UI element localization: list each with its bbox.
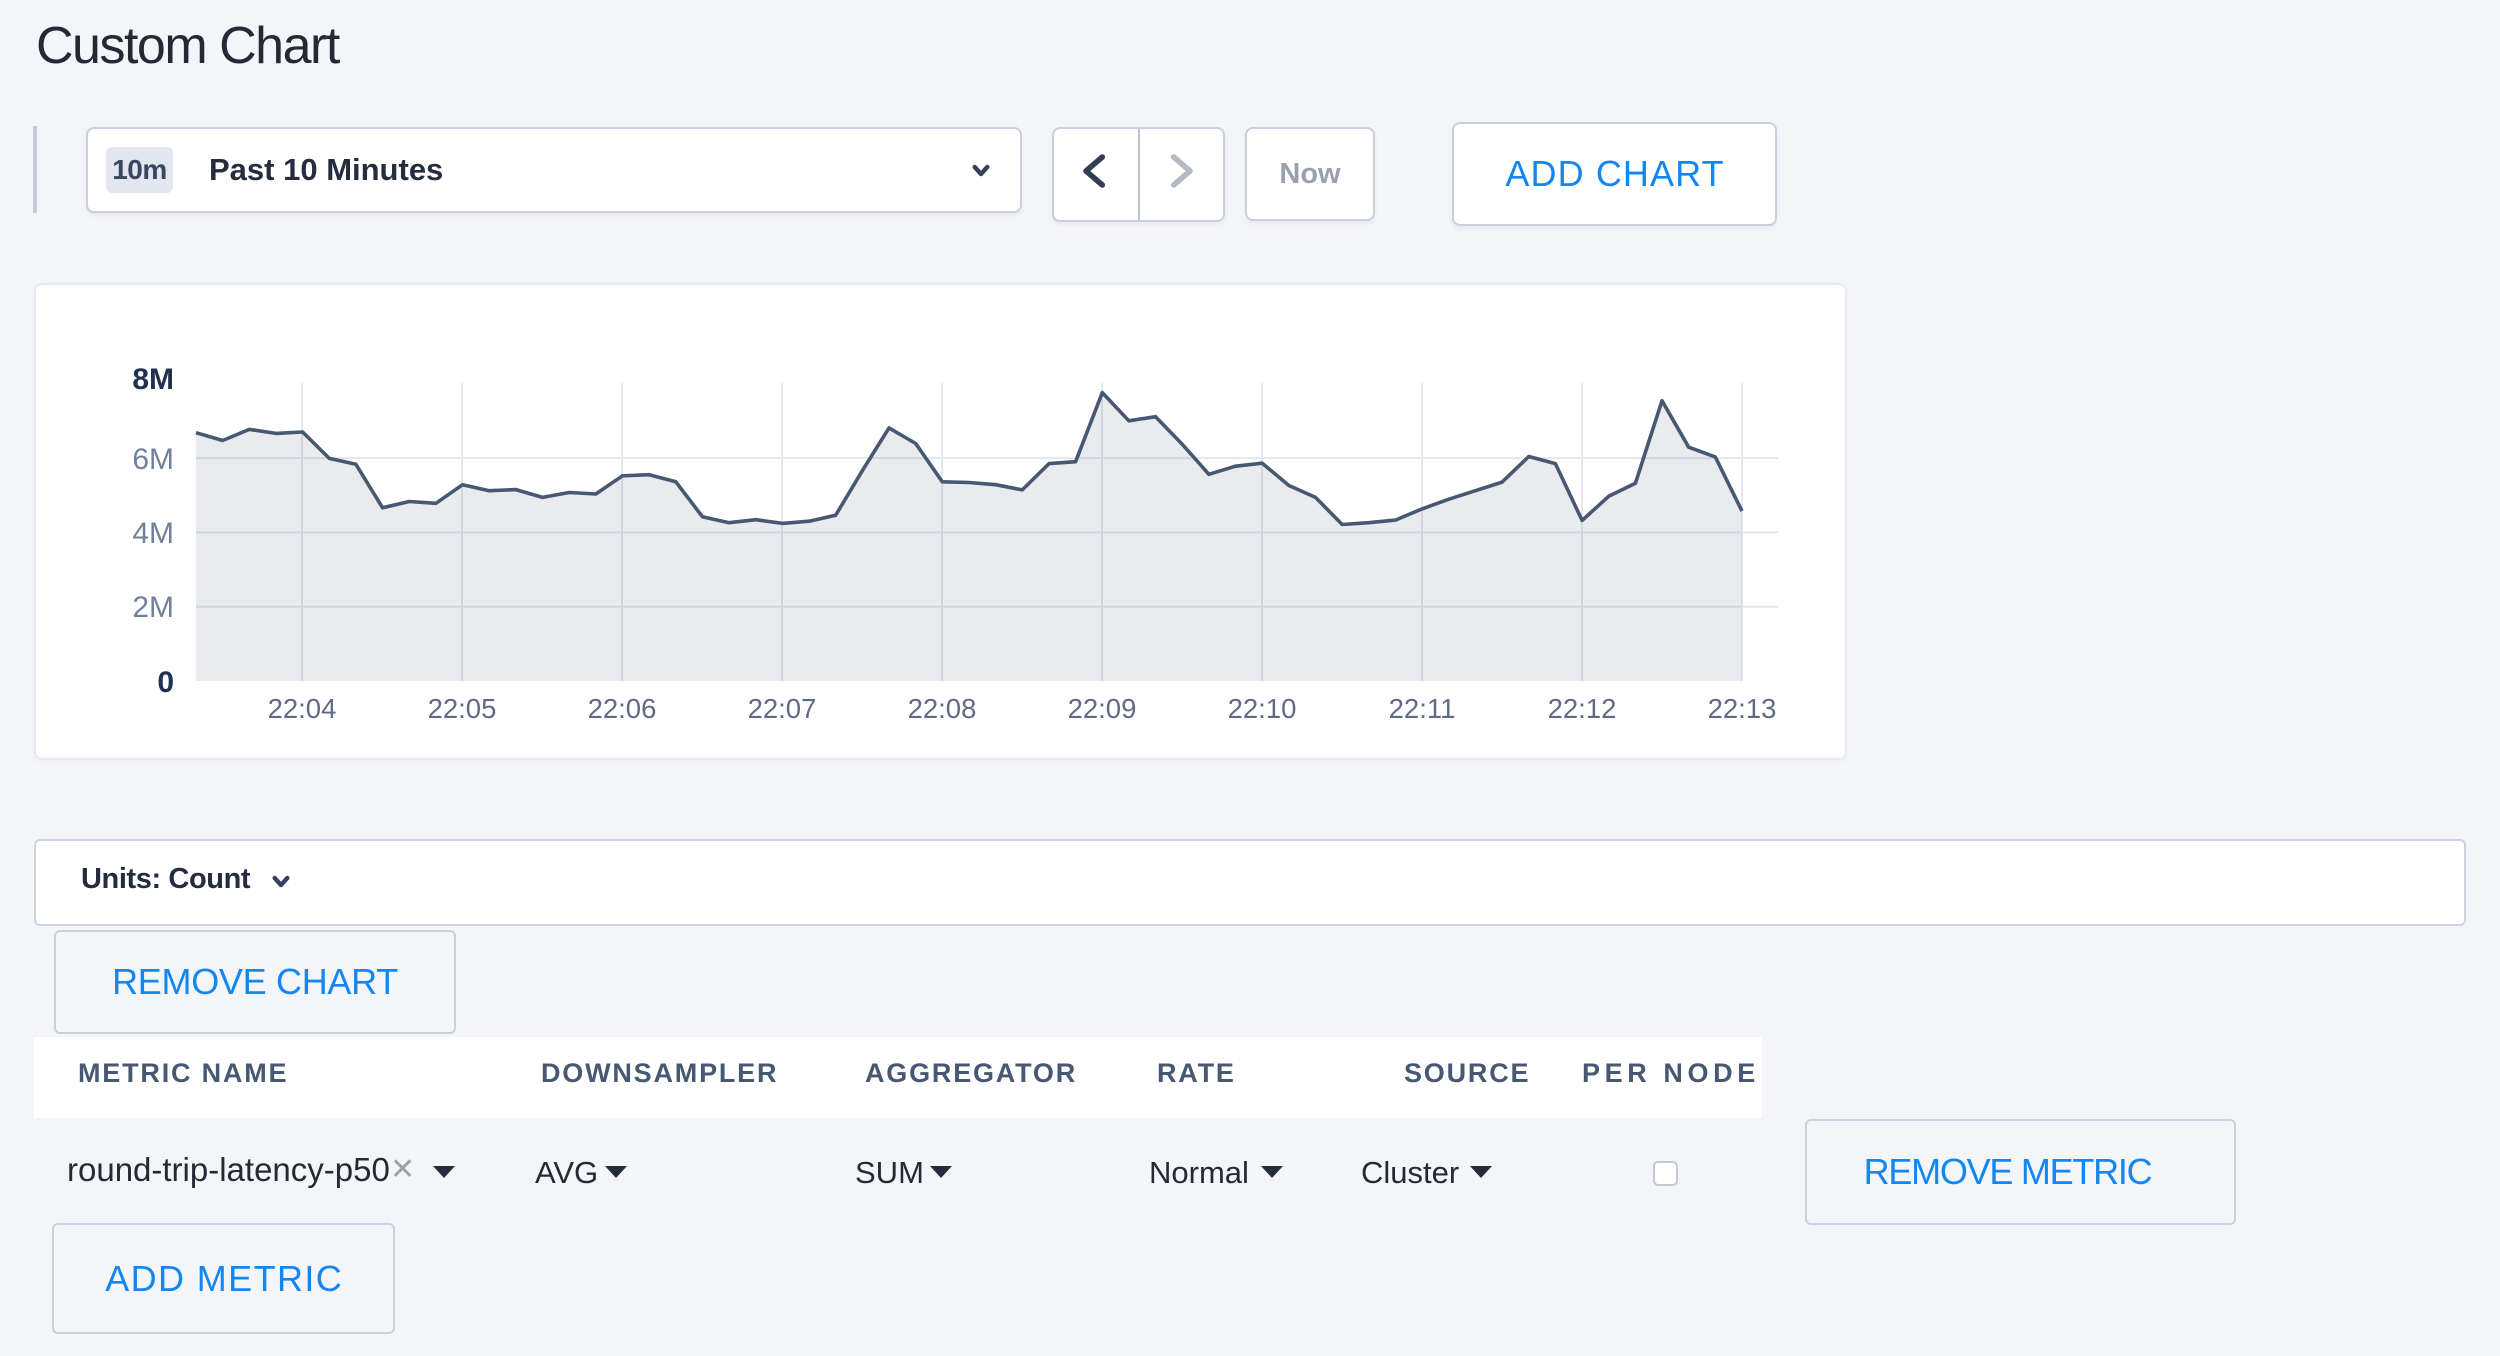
svg-text:22:09: 22:09: [1068, 693, 1137, 724]
svg-text:22:08: 22:08: [908, 693, 977, 724]
svg-text:22:10: 22:10: [1228, 693, 1297, 724]
svg-text:22:13: 22:13: [1708, 693, 1777, 724]
svg-text:8M: 8M: [132, 363, 174, 396]
svg-text:22:07: 22:07: [748, 693, 817, 724]
svg-text:22:06: 22:06: [588, 693, 657, 724]
svg-text:2M: 2M: [132, 591, 174, 624]
svg-text:22:11: 22:11: [1389, 693, 1456, 724]
svg-text:22:12: 22:12: [1548, 693, 1617, 724]
svg-text:4M: 4M: [132, 517, 174, 550]
svg-text:22:05: 22:05: [428, 693, 497, 724]
svg-text:22:04: 22:04: [268, 693, 337, 724]
svg-text:6M: 6M: [132, 443, 174, 476]
svg-text:0: 0: [157, 666, 174, 699]
